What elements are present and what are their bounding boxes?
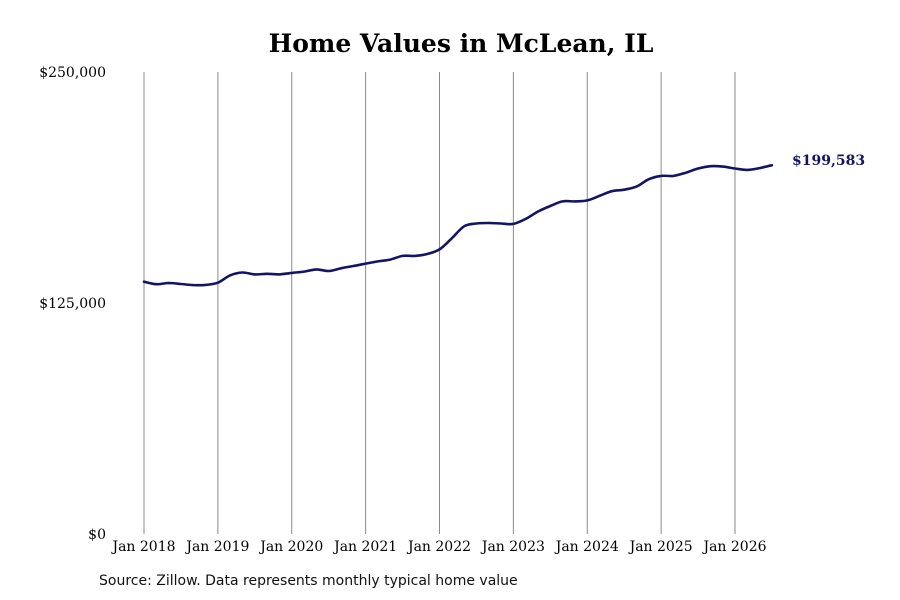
- y-tick-label: $250,000: [39, 65, 106, 81]
- x-axis-ticks: Jan 2018 Jan 2019 Jan 2020 Jan 2021 Jan 2022…: [110, 539, 766, 555]
- x-tick-label: Jan 2018: [110, 539, 175, 555]
- home-value-line: [142, 163, 774, 287]
- x-tick-label: Jan 2026: [701, 539, 766, 555]
- y-tick-label: $0: [88, 527, 106, 543]
- last-value-label: $199,583: [792, 153, 865, 169]
- series-layer: [142, 163, 774, 287]
- y-axis-ticks: $0 $125,000 $250,000: [39, 65, 106, 543]
- x-tick-label: Jan 2020: [258, 539, 323, 555]
- x-tick-label: Jan 2019: [184, 539, 249, 555]
- x-tick-label: Jan 2021: [332, 539, 397, 555]
- x-tick-label: Jan 2024: [554, 539, 619, 555]
- chart-title: Home Values in McLean, IL: [269, 29, 654, 58]
- source-note: Source: Zillow. Data represents monthly …: [99, 573, 518, 589]
- y-tick-label: $125,000: [39, 296, 106, 312]
- x-tick-label: Jan 2025: [628, 539, 693, 555]
- vertical-gridlines: [143, 72, 736, 534]
- x-tick-label: Jan 2022: [406, 539, 471, 555]
- x-tick-label: Jan 2023: [480, 539, 545, 555]
